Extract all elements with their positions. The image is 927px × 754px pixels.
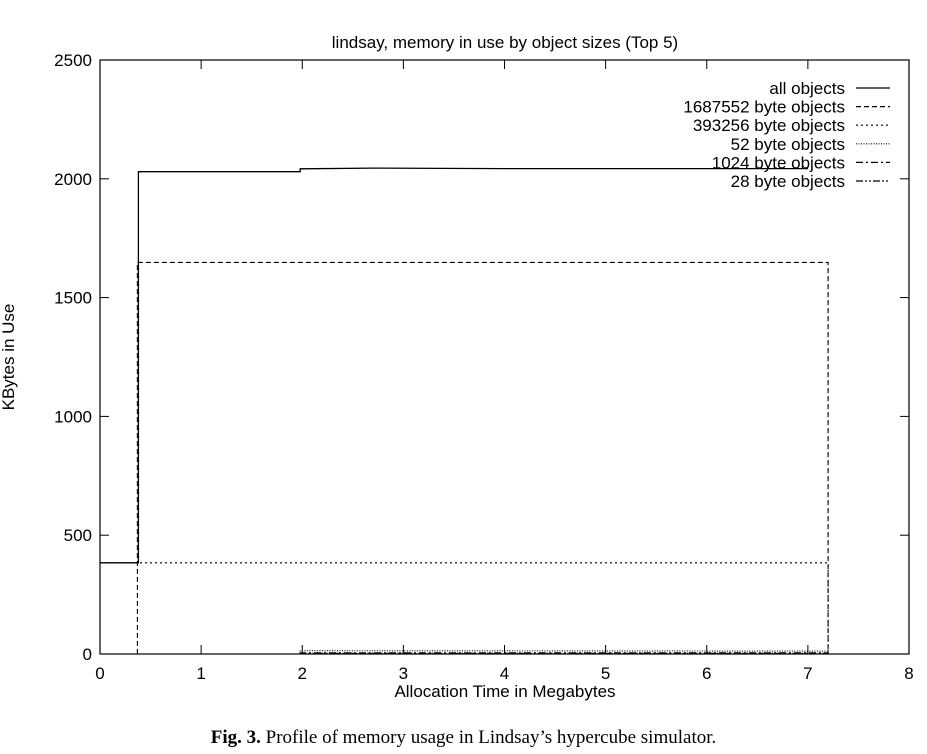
- legend-entry-label: 393256 byte objects: [693, 116, 845, 135]
- series-line-1: [100, 167, 808, 564]
- chart-title: lindsay, memory in use by object sizes (…: [332, 33, 678, 52]
- y-tick-label: 1000: [54, 407, 92, 426]
- figure-caption: Fig. 3. Profile of memory usage in Linds…: [0, 727, 927, 749]
- y-tick-label: 2000: [54, 170, 92, 189]
- legend-entry-label: 52 byte objects: [731, 135, 845, 154]
- axes-layer: 0 1 2 3 4 5 6 7 8 0 500 1000 1500 2000 2500: [54, 51, 914, 683]
- figure-caption-text: Profile of memory usage in Lindsay’s hyp…: [265, 727, 717, 748]
- y-axis-label: KBytes in Use: [0, 304, 18, 411]
- chart-background: [0, 0, 927, 720]
- y-tick-label: 2500: [54, 51, 92, 70]
- x-tick-label: 2: [298, 664, 307, 683]
- legend-entry-label: all objects: [769, 79, 845, 98]
- x-axis-label: Allocation Time in Megabytes: [394, 682, 615, 701]
- x-tick-label: 0: [95, 664, 104, 683]
- x-tick-label: 4: [500, 664, 509, 683]
- x-tick-label: 3: [399, 664, 408, 683]
- y-tick-label: 1500: [54, 289, 92, 308]
- figure-caption-label: Fig. 3.: [210, 727, 261, 748]
- x-tick-label: 7: [803, 664, 812, 683]
- y-tick-label: 0: [83, 645, 92, 664]
- x-tick-label: 1: [196, 664, 205, 683]
- series-line-6: [299, 652, 829, 654]
- series-line-2: [136, 261, 829, 654]
- series-layer: [100, 167, 829, 654]
- x-tick-label: 8: [904, 664, 913, 683]
- legend-entry-label: 1687552 byte objects: [683, 98, 845, 117]
- x-tick-label: 6: [702, 664, 711, 683]
- legend-entry-label: 1024 byte objects: [712, 153, 845, 172]
- x-tick-label: 5: [601, 664, 610, 683]
- memory-usage-chart: 0 1 2 3 4 5 6 7 8 0 500 1000 1500 2000 2500 all object…: [0, 0, 927, 720]
- y-tick-label: 500: [64, 526, 92, 545]
- legend-entry-label: 28 byte objects: [731, 172, 845, 191]
